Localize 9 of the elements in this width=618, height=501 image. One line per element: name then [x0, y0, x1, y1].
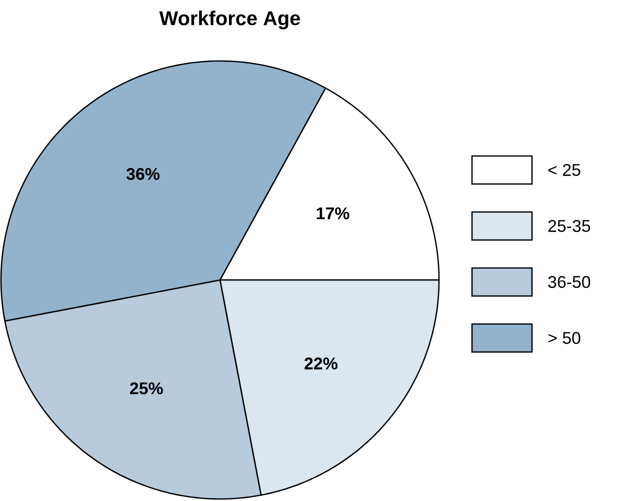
data-label: 25% — [130, 382, 163, 394]
data-label: 36% — [126, 168, 160, 180]
legend-label: < 25 — [548, 164, 580, 176]
chart-title: Workforce Age — [159, 10, 300, 30]
legend-label: > 50 — [548, 332, 580, 344]
data-label: 17% — [316, 207, 350, 220]
data-label: 22% — [304, 358, 338, 370]
legend-label: 25-35 — [548, 220, 590, 232]
legend-label: 36-50 — [548, 276, 590, 288]
